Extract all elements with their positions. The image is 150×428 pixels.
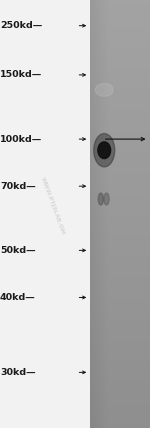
- Text: 100kd—: 100kd—: [0, 134, 42, 144]
- Text: WWW.PTJ3LAB.OM: WWW.PTJ3LAB.OM: [40, 176, 65, 235]
- Ellipse shape: [104, 193, 109, 205]
- Ellipse shape: [95, 83, 113, 96]
- Text: 50kd—: 50kd—: [0, 246, 36, 255]
- Text: 150kd—: 150kd—: [0, 70, 42, 80]
- Text: 40kd—: 40kd—: [0, 293, 36, 302]
- Text: 70kd—: 70kd—: [0, 181, 36, 191]
- Text: 250kd—: 250kd—: [0, 21, 42, 30]
- Ellipse shape: [98, 193, 103, 205]
- Text: 30kd—: 30kd—: [0, 368, 36, 377]
- Ellipse shape: [98, 142, 111, 159]
- Ellipse shape: [94, 134, 115, 167]
